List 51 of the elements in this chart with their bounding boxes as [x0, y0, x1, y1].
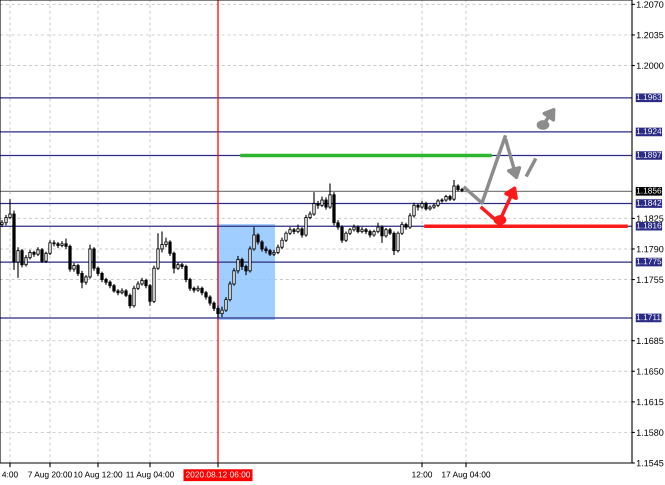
candlestick [20, 248, 24, 268]
candlestick [376, 222, 380, 234]
y-tick-label: 1.1650 [636, 368, 664, 375]
x-tick-label: 10 Aug 12:00 [74, 472, 122, 480]
y-tick-label: 1.2035 [636, 32, 664, 38]
candlestick [280, 237, 284, 250]
y-tick-label: 1.2070 [636, 1, 664, 8]
x-tick-label: 2020.08.12 06:00 [186, 472, 250, 478]
candlestick [276, 244, 280, 255]
x-tick-label: 7 Aug 20:00 [28, 472, 72, 480]
candlestick [344, 230, 348, 243]
candlestick [312, 192, 316, 216]
ref-line-label: 1.1924 [636, 128, 662, 134]
y-tick-label: 1.1615 [636, 398, 664, 406]
y-tick-label: 1.1685 [636, 338, 664, 344]
candlestick [304, 214, 308, 238]
ref-line-label: 1.1856 [636, 188, 662, 194]
candlestick [24, 254, 28, 267]
ref-line-label: 1.1775 [636, 258, 662, 264]
candlestick [208, 294, 212, 306]
candlestick [240, 257, 244, 270]
candlestick [216, 305, 220, 319]
candlestick [132, 285, 136, 308]
y-tick-label: 1.1755 [636, 276, 664, 283]
ref-line-label: 1.1816 [636, 222, 662, 228]
ref-line-label: 1.1711 [636, 314, 661, 320]
ref-line-label: 1.1842 [636, 200, 662, 206]
candlestick [384, 227, 388, 238]
y-tick-label: 1.1545 [636, 460, 664, 466]
candlestick [320, 196, 324, 208]
candlestick [380, 224, 384, 244]
x-tick-label: 4:00 [2, 472, 18, 478]
candlestick [212, 300, 216, 312]
candlestick [256, 232, 260, 246]
candlestick [4, 214, 8, 226]
candlestick [324, 196, 328, 210]
candlestick [40, 248, 44, 264]
x-tick-label: 11 Aug 04:00 [126, 472, 174, 480]
x-tick-label: 17 Aug 04:00 [442, 472, 490, 480]
ref-line-label: 1.1897 [636, 152, 662, 158]
y-tick-label: 1.1790 [636, 246, 664, 252]
y-tick-label: 1.1825 [636, 215, 664, 222]
y-tick-label: 1.1580 [636, 429, 664, 436]
candlestick [452, 179, 456, 202]
candlestick [100, 271, 104, 283]
x-tick-label: 12:00 [412, 472, 432, 478]
candlestick [68, 244, 72, 272]
ref-line-label: 1.1963 [636, 94, 662, 100]
y-tick-label: 1.2000 [636, 62, 664, 69]
candlestick [340, 224, 344, 244]
candlestick [392, 230, 396, 256]
